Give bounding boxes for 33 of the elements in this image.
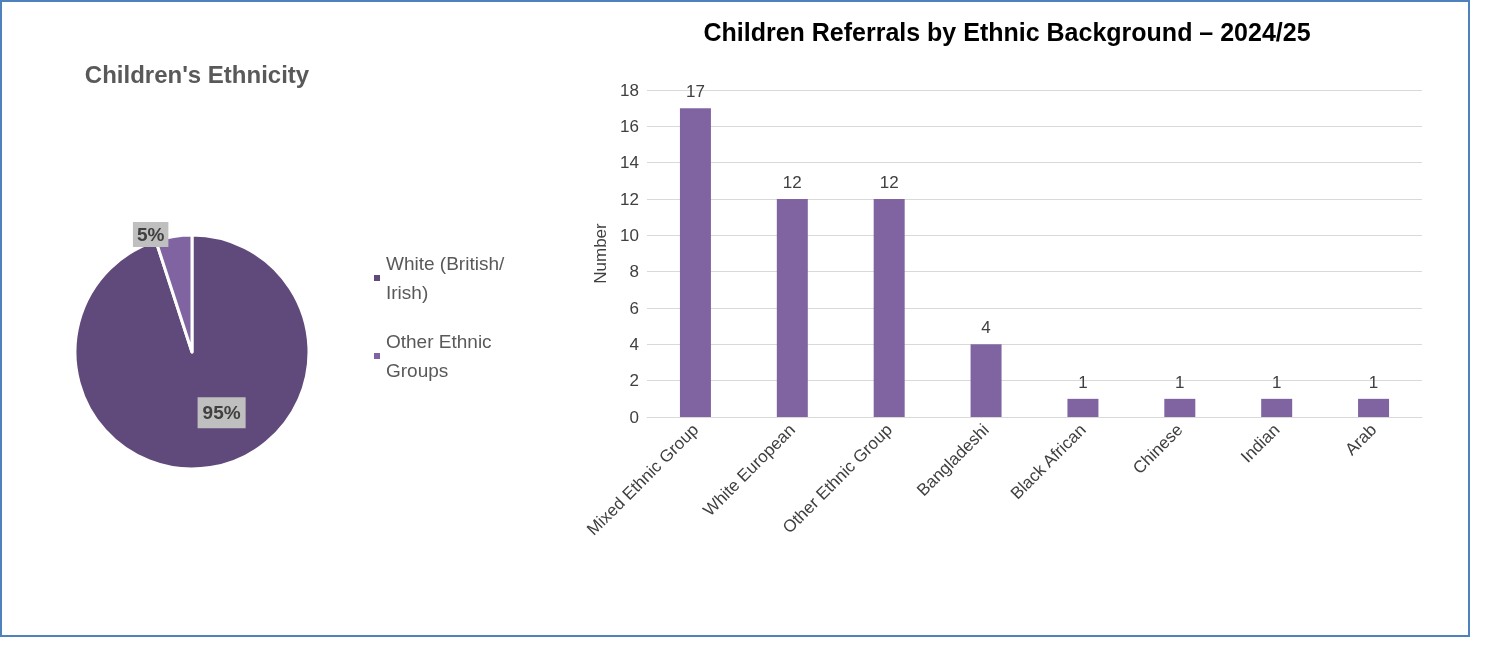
chart-title: Children's Ethnicity [84, 60, 310, 88]
chart-title: Children Referrals by Ethnic Background – 2024/25 [703, 17, 1311, 46]
bar [970, 344, 1002, 417]
bar [679, 108, 711, 417]
legend-label: Other Ethnic Groups [386, 331, 497, 381]
data-label: 17 [685, 82, 705, 102]
y-tick-label: 8 [629, 262, 639, 282]
bar [1067, 398, 1099, 417]
data-label: 4 [981, 318, 991, 338]
bar [1358, 398, 1390, 417]
data-label: 95% [202, 402, 241, 424]
bar [1164, 398, 1196, 417]
data-label: 5% [136, 223, 165, 245]
data-label: 1 [1368, 372, 1379, 392]
bar [776, 199, 808, 417]
y-tick-label: 10 [620, 225, 639, 245]
y-tick-label: 14 [620, 153, 639, 173]
y-tick-label: 4 [629, 334, 639, 354]
bar [1261, 398, 1293, 417]
data-label: 1 [1175, 372, 1185, 392]
y-tick-label: 12 [620, 189, 639, 209]
y-axis-title: Number [591, 222, 610, 284]
data-label: 12 [782, 173, 802, 192]
y-tick-label: 6 [629, 298, 639, 318]
legend-label: White (British/Irish) [386, 253, 505, 303]
y-tick-label: 16 [620, 116, 639, 136]
data-label: 1 [1271, 372, 1282, 392]
y-tick-label: 18 [620, 80, 639, 100]
data-label: 12 [879, 173, 899, 192]
y-tick-label: 2 [629, 371, 639, 391]
bar [873, 199, 905, 417]
data-label: 1 [1078, 372, 1088, 392]
y-tick-label: 0 [629, 407, 639, 427]
